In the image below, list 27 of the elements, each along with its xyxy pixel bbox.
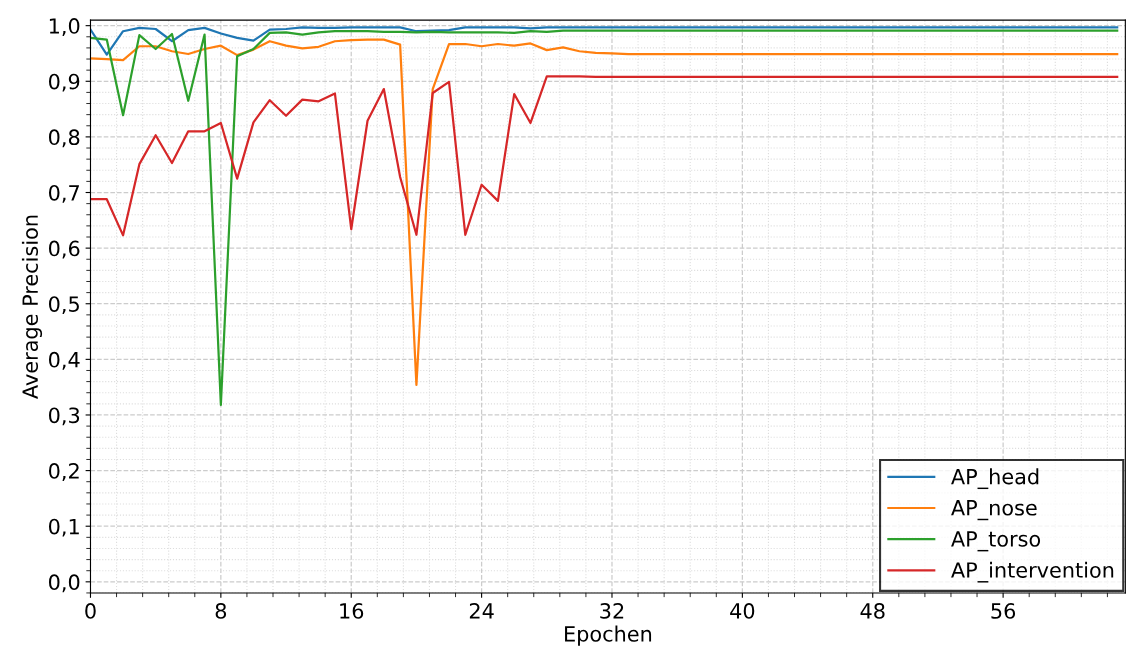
y-tick-label: 0,6 (49, 240, 80, 259)
legend-label: AP_intervention (951, 561, 1114, 583)
x-tick-label: 16 (340, 603, 364, 619)
y-tick-label: 0,7 (49, 184, 79, 203)
line-series (90, 26, 1119, 56)
y-tick-label: 1,0 (49, 18, 80, 36)
line-series (90, 75, 1119, 237)
y-tick-label: 0,4 (49, 351, 80, 370)
x-tick-label: 48 (860, 603, 885, 619)
x-tick-label: 0 (85, 603, 96, 619)
y-tick-label: 0,5 (49, 296, 79, 315)
x-tick-label: 40 (730, 603, 755, 619)
y-tick-label: 0,9 (49, 73, 80, 92)
y-tick-label: 0,1 (49, 518, 79, 537)
y-axis-title: Average Precision (21, 215, 43, 399)
legend-label: AP_nose (951, 500, 1037, 521)
x-tick-label: 24 (469, 603, 494, 619)
y-tick-label: 0,3 (49, 407, 80, 426)
y-tick-label: 0,8 (49, 129, 80, 148)
x-tick-label: 56 (991, 603, 1016, 619)
legend-label: AP_head (951, 468, 1039, 490)
x-axis-title: Epochen (565, 625, 652, 646)
x-tick-label: 8 (215, 603, 227, 619)
legend-label: AP_torso (951, 531, 1041, 552)
x-tick-label: 32 (600, 603, 624, 619)
y-tick-label: 0,0 (49, 574, 80, 593)
y-tick-label: 0,2 (49, 463, 79, 481)
